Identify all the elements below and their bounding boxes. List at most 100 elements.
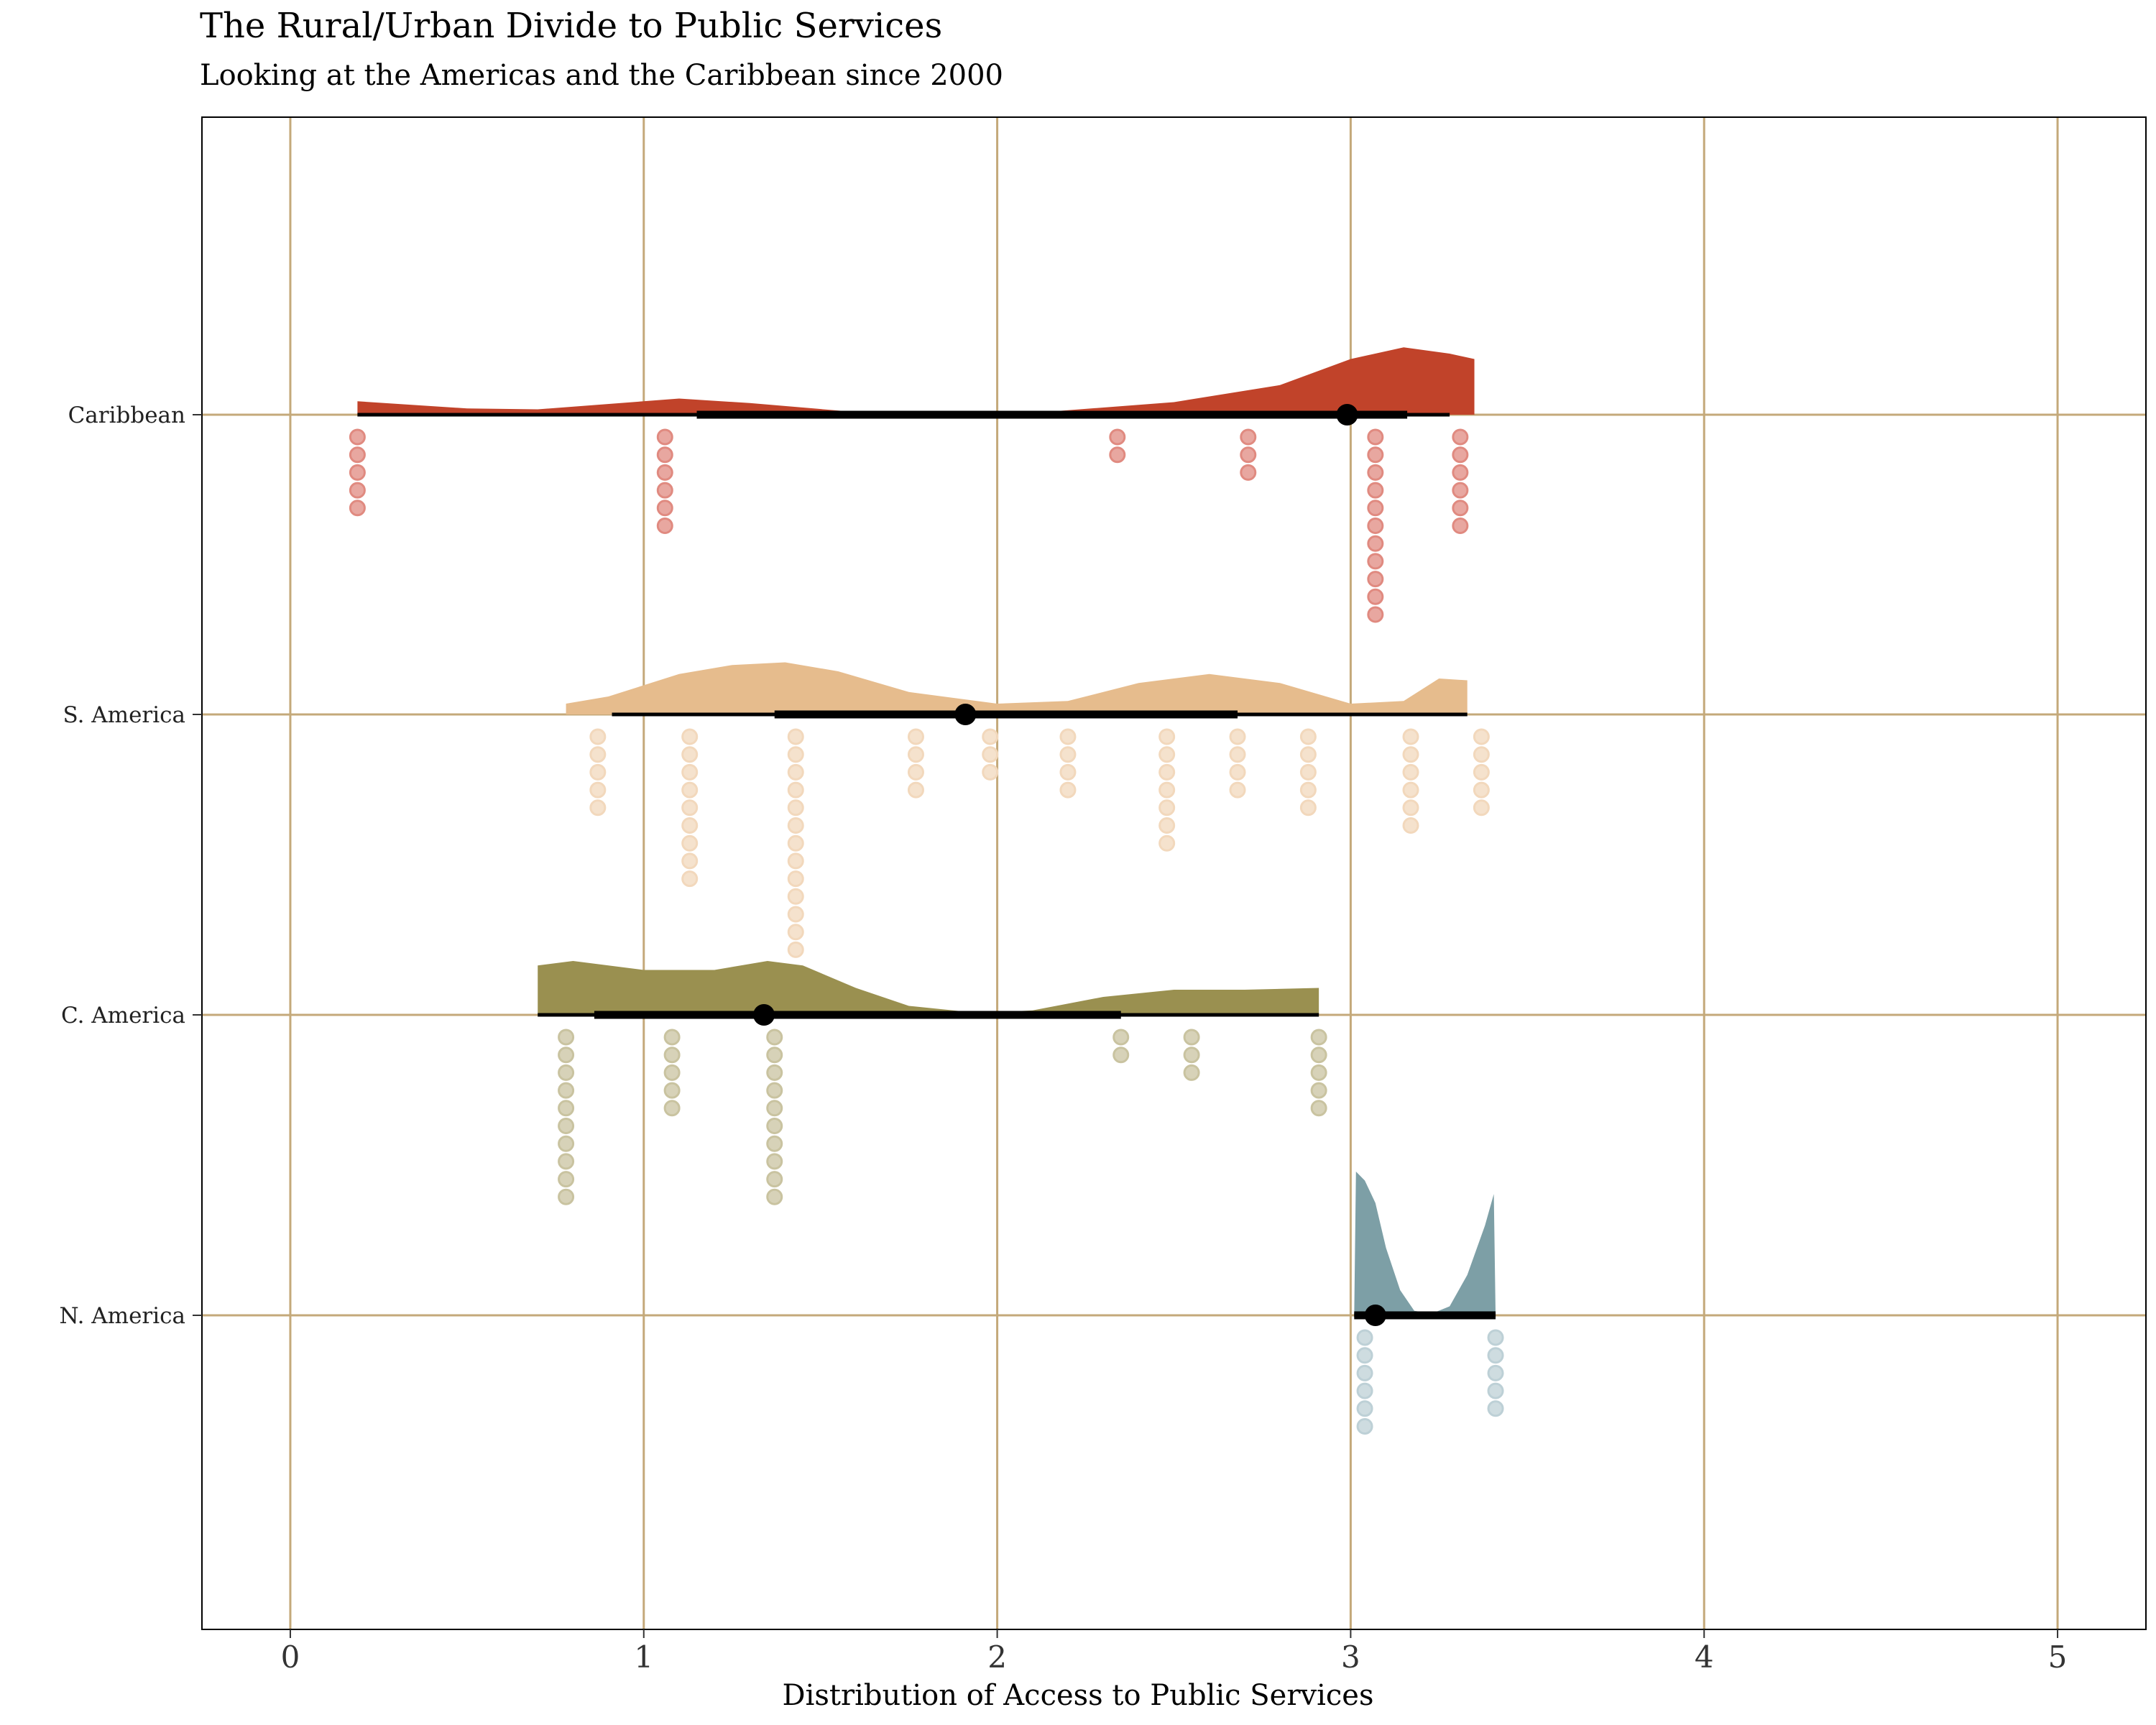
- dot-c-america: [1310, 1100, 1327, 1117]
- dot-c-america: [558, 1046, 575, 1064]
- dot-caribbean: [349, 500, 366, 517]
- x-tick-label: 0: [281, 1639, 300, 1675]
- dot-c-america: [663, 1100, 681, 1117]
- density-n-america: [1354, 1172, 1496, 1315]
- category-label-c-america: C. America: [61, 1003, 185, 1029]
- dot-s-america: [681, 728, 699, 745]
- dot-s-america: [1402, 781, 1419, 799]
- dot-c-america: [1310, 1046, 1327, 1064]
- x-tick-label: 5: [2048, 1639, 2068, 1675]
- dot-s-america: [787, 781, 804, 799]
- dot-c-america: [558, 1082, 575, 1099]
- dot-s-america: [982, 746, 999, 763]
- dot-caribbean: [349, 464, 366, 481]
- dot-c-america: [558, 1100, 575, 1117]
- dot-c-america: [663, 1082, 681, 1099]
- dot-c-america: [558, 1118, 575, 1134]
- dot-caribbean: [349, 482, 366, 499]
- dot-s-america: [681, 781, 699, 799]
- dot-caribbean: [1367, 464, 1384, 481]
- dot-c-america: [1310, 1082, 1327, 1099]
- category-label-caribbean: Caribbean: [68, 402, 185, 428]
- dot-s-america: [907, 763, 924, 781]
- category-label-s-america: S. America: [63, 702, 185, 728]
- dot-s-america: [787, 941, 804, 958]
- dot-s-america: [1229, 746, 1246, 763]
- dot-s-america: [681, 817, 699, 834]
- dot-s-america: [787, 763, 804, 781]
- dot-c-america: [766, 1135, 783, 1152]
- dot-s-america: [681, 852, 699, 870]
- dot-s-america: [1473, 763, 1490, 781]
- dot-s-america: [589, 763, 607, 781]
- median-point-c-america: [752, 1004, 775, 1026]
- median-point-caribbean: [1336, 404, 1358, 426]
- dot-s-america: [1229, 763, 1246, 781]
- dot-c-america: [1183, 1046, 1200, 1064]
- dot-s-america: [1158, 728, 1176, 745]
- dot-caribbean: [656, 464, 673, 481]
- dot-s-america: [1158, 834, 1176, 852]
- category-label-n-america: N. America: [59, 1303, 185, 1329]
- dot-c-america: [1112, 1029, 1130, 1046]
- chart-title: The Rural/Urban Divide to Public Service…: [200, 6, 943, 46]
- dot-c-america: [766, 1100, 783, 1117]
- x-axis-label: Distribution of Access to Public Service…: [782, 1679, 1374, 1712]
- x-tick-label: 1: [634, 1639, 653, 1675]
- density-s-america: [566, 662, 1468, 714]
- dot-caribbean: [1367, 482, 1384, 499]
- plot-marks: [349, 347, 1504, 1435]
- dot-c-america: [558, 1135, 575, 1152]
- dot-caribbean: [656, 500, 673, 517]
- dot-s-america: [787, 924, 804, 941]
- dot-s-america: [1402, 728, 1419, 745]
- dot-s-america: [787, 746, 804, 763]
- dot-c-america: [663, 1029, 681, 1046]
- dot-s-america: [787, 817, 804, 834]
- dot-caribbean: [1452, 428, 1469, 446]
- grid-lines: [202, 117, 2146, 1629]
- dot-s-america: [681, 834, 699, 852]
- axis-labels: Caribbean S. America C. America N. America 0…: [59, 402, 2067, 1675]
- dot-s-america: [681, 870, 699, 888]
- dot-c-america: [766, 1029, 783, 1046]
- dot-s-america: [907, 728, 924, 745]
- dot-c-america: [766, 1171, 783, 1188]
- dot-c-america: [766, 1153, 783, 1170]
- dot-s-america: [1158, 746, 1176, 763]
- dot-s-america: [907, 746, 924, 763]
- dot-caribbean: [1240, 446, 1257, 464]
- dot-caribbean: [656, 446, 673, 464]
- dot-caribbean: [1452, 482, 1469, 499]
- density-caribbean: [357, 347, 1475, 415]
- dot-s-america: [1299, 781, 1317, 799]
- dot-s-america: [681, 763, 699, 781]
- dot-s-america: [589, 781, 607, 799]
- dot-s-america: [907, 781, 924, 799]
- dot-s-america: [787, 799, 804, 816]
- dot-s-america: [589, 746, 607, 763]
- dot-s-america: [1402, 746, 1419, 763]
- dot-c-america: [558, 1064, 575, 1081]
- dot-s-america: [1229, 728, 1246, 745]
- dot-s-america: [1473, 728, 1490, 745]
- dot-s-america: [1299, 746, 1317, 763]
- dot-caribbean: [1452, 500, 1469, 517]
- dot-caribbean: [1452, 464, 1469, 481]
- dot-s-america: [787, 906, 804, 923]
- dot-s-america: [982, 728, 999, 745]
- dot-n-america: [1356, 1364, 1373, 1381]
- dot-c-america: [663, 1046, 681, 1064]
- dot-s-america: [1158, 763, 1176, 781]
- dot-n-america: [1356, 1329, 1373, 1346]
- dot-n-america: [1487, 1347, 1504, 1364]
- dot-c-america: [1183, 1064, 1200, 1081]
- dot-s-america: [1158, 817, 1176, 834]
- plot-panel-border: [201, 116, 2147, 1630]
- dot-caribbean: [349, 446, 366, 464]
- dot-s-america: [1059, 781, 1077, 799]
- dot-caribbean: [1367, 535, 1384, 552]
- dot-s-america: [681, 746, 699, 763]
- dot-c-america: [766, 1082, 783, 1099]
- median-point-n-america: [1364, 1305, 1386, 1326]
